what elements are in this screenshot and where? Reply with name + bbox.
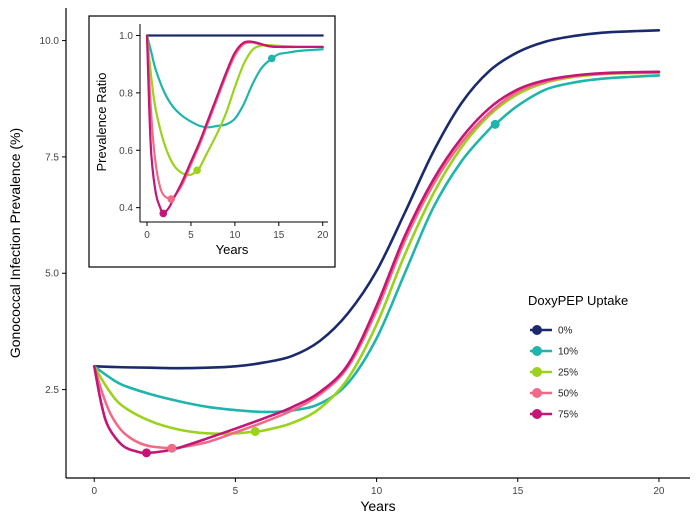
inset-x-tick-label: 5 xyxy=(188,230,194,241)
main-x-tick-label: 5 xyxy=(233,486,239,497)
inset-marker-50pct xyxy=(167,195,175,203)
legend-entry-25pct: 25% xyxy=(530,367,578,379)
inset-y-ticks: 0.4 0.6 0.8 1.0 xyxy=(119,31,140,214)
main-marker-75pct xyxy=(141,448,151,458)
main-x-tick-label: 15 xyxy=(512,486,524,497)
inset-x-tick-label: 20 xyxy=(317,230,329,241)
main-series-50pct xyxy=(92,70,661,450)
main-series-10pct xyxy=(92,74,661,414)
main-series-0pct xyxy=(92,29,661,370)
legend-entry-0pct: 0% xyxy=(530,325,573,337)
main-chart: 2.5 5.0 7.5 10.0 0 5 10 15 20 Years Gonococcal … xyxy=(7,8,690,514)
main-series-75pct xyxy=(92,70,661,455)
inset-chart: 0.4 0.6 0.8 1.0 0 5 10 15 20 Years Prevalence R… xyxy=(88,15,336,268)
inset-series-markers xyxy=(159,54,276,218)
inset-x-axis-title: Years xyxy=(216,242,249,257)
legend-title: DoxyPEP Uptake xyxy=(528,293,628,308)
legend-swatch-dot xyxy=(532,325,542,335)
legend-entry-50pct: 50% xyxy=(530,388,578,400)
legend-swatch-dot xyxy=(532,388,542,398)
legend-swatch-dot xyxy=(532,367,542,377)
inset-marker-10pct xyxy=(267,54,276,63)
inset-y-tick-label: 0.8 xyxy=(119,88,133,99)
main-y-tick-label: 7.5 xyxy=(45,152,59,163)
inset-y-tick-label: 0.4 xyxy=(119,203,133,214)
legend-label: 50% xyxy=(558,389,578,400)
legend-entries: 0% 10% 25% 50% 75% xyxy=(530,325,578,421)
legend-label: 75% xyxy=(558,410,578,421)
legend-swatch-dot xyxy=(532,409,542,419)
inset-marker-75pct xyxy=(159,209,168,218)
main-series-lines xyxy=(92,29,661,455)
inset-y-tick-label: 0.6 xyxy=(119,146,133,157)
main-y-tick-label: 2.5 xyxy=(45,385,59,396)
main-y-tick-label: 10.0 xyxy=(40,36,60,47)
legend-label: 0% xyxy=(558,326,573,337)
main-y-axis-title: Gonococcal Infection Prevalence (%) xyxy=(7,128,23,358)
legend-label: 10% xyxy=(558,347,578,358)
legend-entry-75pct: 75% xyxy=(530,409,578,421)
main-x-ticks: 0 5 10 15 20 xyxy=(91,478,665,497)
main-marker-10pct xyxy=(490,119,500,129)
inset-x-ticks: 0 5 10 15 20 xyxy=(144,222,329,241)
main-x-tick-label: 10 xyxy=(371,486,383,497)
legend-label: 25% xyxy=(558,368,578,379)
legend-entry-10pct: 10% xyxy=(530,346,578,358)
inset-series-lines xyxy=(145,34,324,215)
inset-series-75pct xyxy=(145,34,324,215)
main-x-tick-label: 20 xyxy=(653,486,665,497)
inset-series-10pct xyxy=(145,34,324,129)
main-x-tick-label: 0 xyxy=(91,486,97,497)
legend-swatch-dot xyxy=(532,346,542,356)
main-y-ticks: 2.5 5.0 7.5 10.0 xyxy=(40,36,66,396)
inset-y-tick-label: 1.0 xyxy=(119,31,133,42)
main-marker-25pct xyxy=(250,426,260,436)
main-marker-50pct xyxy=(167,443,177,453)
inset-x-tick-label: 10 xyxy=(229,230,241,241)
inset-x-tick-label: 0 xyxy=(144,230,150,241)
legend: DoxyPEP Uptake 0% 10% 25% 50% 75% xyxy=(528,293,628,421)
inset-x-tick-label: 15 xyxy=(273,230,285,241)
inset-y-axis-title: Prevalence Ratio xyxy=(94,73,109,172)
main-x-axis-title: Years xyxy=(360,498,395,514)
main-series-markers xyxy=(141,119,500,458)
main-y-tick-label: 5.0 xyxy=(45,269,59,280)
inset-marker-25pct xyxy=(193,166,201,175)
